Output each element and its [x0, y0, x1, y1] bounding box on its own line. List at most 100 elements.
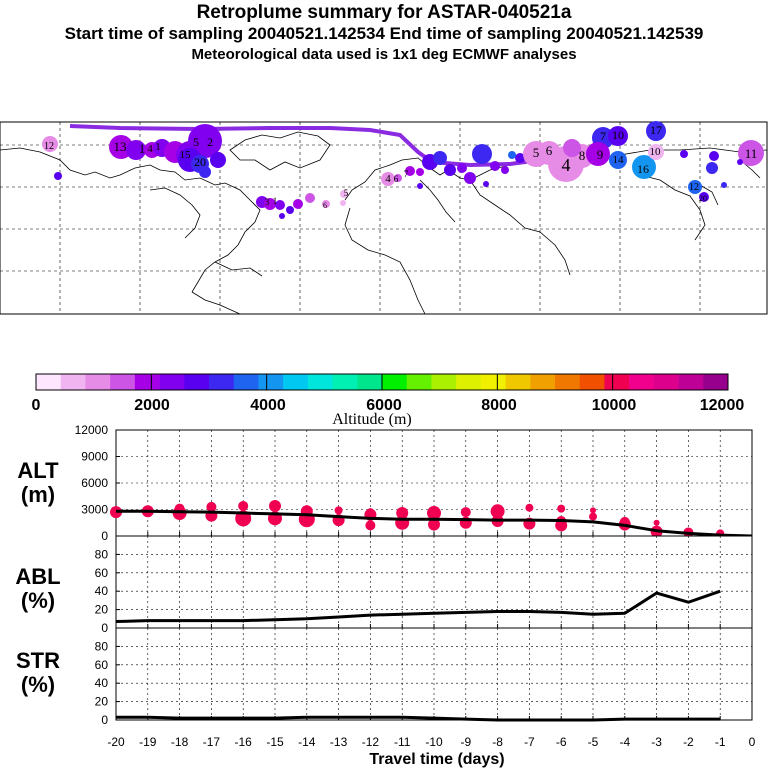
plume-blob	[608, 126, 628, 146]
abl-panel-title: ABL	[15, 564, 60, 589]
colorbar-tick: 4000	[250, 397, 286, 414]
colorbar-ticks: 0 2000 4000 6000 8000 10000 12000	[32, 397, 745, 414]
cluster-label: 14	[613, 154, 625, 166]
abl-series-line	[115, 589, 721, 624]
x-tick-label: -20	[107, 735, 125, 749]
plume-blob	[293, 199, 303, 209]
colorbar-segment	[258, 374, 284, 390]
cluster-label: 6	[323, 201, 327, 210]
x-tick-label: -12	[362, 735, 380, 749]
x-tick-label: -15	[266, 735, 284, 749]
plume-blob	[264, 198, 276, 210]
plume-blob	[210, 152, 226, 168]
cluster-label: 10	[612, 128, 624, 142]
cluster-label: 4	[385, 173, 391, 185]
plume-blob	[501, 166, 509, 174]
plume-clusters	[42, 121, 764, 219]
altitude-scatter-point	[557, 504, 566, 513]
cluster-label: 5	[344, 188, 349, 198]
y-tick-label: 40	[95, 584, 109, 598]
plume-blob	[688, 180, 702, 194]
colorbar-segment	[703, 374, 729, 390]
y-tick-label: 20	[95, 603, 109, 617]
cluster-label: 10	[650, 146, 662, 158]
altitude-scatter-point	[396, 507, 409, 520]
plume-blob	[721, 182, 727, 188]
plume-blob	[340, 190, 348, 198]
x-tick-label: -10	[425, 735, 443, 749]
plume-blob	[381, 172, 395, 186]
x-tick-label: -8	[492, 735, 503, 749]
alt-panel: 0 3000 6000 9000 12000	[75, 423, 753, 543]
cluster-label: 6	[394, 174, 399, 184]
colorbar-segment	[431, 374, 457, 390]
colorbar-segment	[85, 374, 111, 390]
plume-blob	[279, 213, 285, 219]
cluster-label: 2	[207, 135, 213, 149]
x-axis-label: Travel time (days)	[369, 751, 504, 768]
plume-blob	[738, 140, 764, 166]
colorbar-tick: 2000	[134, 397, 170, 414]
altitude-scatter-point	[366, 508, 375, 517]
y-tick-label: 0	[101, 621, 108, 635]
cluster-label: 20	[194, 155, 206, 169]
plume-blob	[706, 162, 718, 174]
plume-blob	[483, 181, 489, 187]
x-tick-label: 0	[749, 735, 756, 749]
x-tick-label: -1	[715, 735, 726, 749]
altitude-scatter-point	[427, 506, 441, 521]
met-data-subtitle: Meteorological data used is 1x1 deg ECMW…	[191, 46, 577, 63]
x-tick-label: -16	[235, 735, 253, 749]
colorbar-segment	[579, 374, 605, 390]
x-tick-label: -7	[524, 735, 535, 749]
cluster-label: 5	[533, 145, 540, 160]
plume-blob	[515, 153, 525, 163]
plume-blob	[42, 136, 58, 152]
plume-blob	[563, 139, 581, 157]
altitude-scatter-point	[269, 499, 281, 512]
colorbar-segment	[653, 374, 679, 390]
alt-panel-title: ALT	[17, 458, 59, 483]
plume-blob	[508, 151, 516, 159]
colorbar-tick: 8000	[481, 397, 517, 414]
plume-blob	[464, 172, 476, 184]
plume-blob	[709, 151, 719, 161]
colorbar-segment	[604, 374, 630, 390]
cluster-label: 17	[650, 123, 662, 137]
plume-blob	[457, 163, 467, 173]
colorbar-tick: 10000	[592, 397, 637, 414]
plume-blob	[340, 200, 346, 206]
plume-blob	[126, 140, 146, 160]
y-tick-label: 9000	[81, 450, 108, 464]
chart-title: Retroplume summary for ASTAR-040521a	[196, 2, 572, 23]
colorbar-tick: 6000	[366, 397, 402, 414]
cluster-label: 1	[139, 141, 146, 156]
colorbar-segment	[530, 374, 556, 390]
y-tick-label: 0	[101, 713, 108, 727]
str-panel: 0 20 40 60 80	[95, 627, 753, 727]
x-tick-label: -13	[330, 735, 348, 749]
colorbar-segment	[36, 374, 62, 390]
cluster-label: 1	[155, 141, 161, 153]
plume-blob	[699, 192, 709, 202]
x-tick-label: -2	[683, 735, 694, 749]
cluster-label: 8	[579, 148, 586, 163]
alt-series-line	[116, 509, 753, 538]
cluster-label: 6	[546, 143, 553, 158]
altitude-scatter-point	[428, 518, 440, 531]
cluster-label: 12	[44, 141, 54, 152]
x-tick-label: -4	[619, 735, 630, 749]
abl-panel-unit: (%)	[21, 588, 55, 613]
plume-blob	[444, 164, 456, 176]
plume-blob	[416, 168, 424, 176]
plume-blob	[680, 150, 688, 158]
plume-blob	[433, 151, 447, 165]
x-tick-label: -18	[171, 735, 189, 749]
altitude-colorbar	[35, 373, 729, 391]
cluster-label: 9	[597, 147, 604, 162]
colorbar-tick: 12000	[700, 397, 745, 414]
plume-blob	[199, 166, 211, 178]
abl-panel: 0 20 40 60 80	[95, 535, 753, 635]
plume-blob	[405, 166, 415, 176]
plume-blob	[609, 151, 627, 169]
